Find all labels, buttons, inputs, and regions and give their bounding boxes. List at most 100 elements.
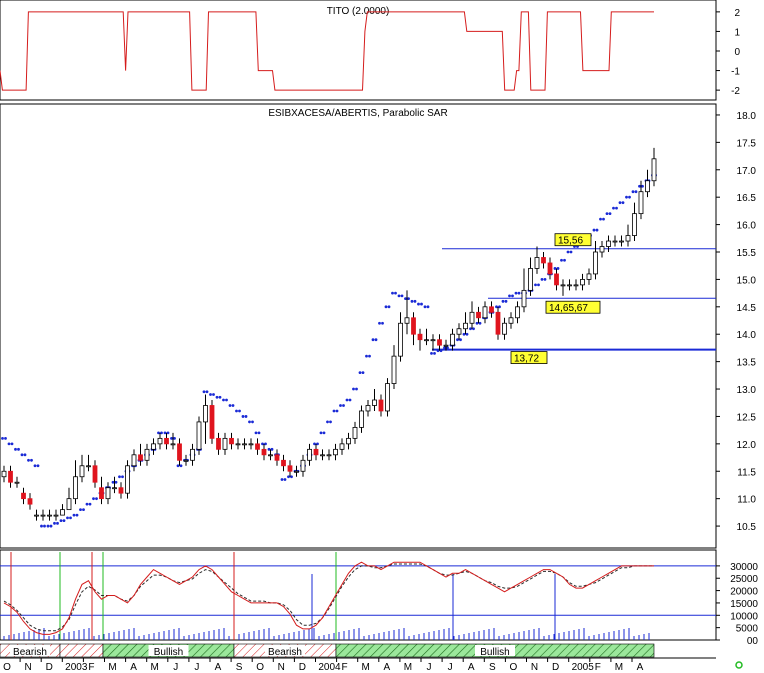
candle-body (476, 311, 481, 319)
candle-body (99, 487, 104, 500)
candle-body (567, 284, 572, 287)
sar-dot (212, 393, 215, 396)
candle-body (287, 465, 293, 472)
sar-dot (426, 305, 430, 309)
candle-body (203, 405, 208, 423)
tito-axis: 2 1 0 -1 -2 (716, 8, 740, 97)
month-label: M (404, 662, 412, 673)
tito-tick-label: -2 (731, 86, 740, 97)
candle-body (14, 481, 20, 484)
candle-body (268, 454, 273, 457)
sar-dot (514, 291, 518, 295)
sar-dot (283, 478, 287, 481)
sar-dot (287, 475, 290, 479)
candle-body (138, 454, 143, 461)
candle-body (456, 328, 462, 335)
month-label: A (468, 662, 475, 673)
sar-dot (316, 442, 319, 446)
month-label: S (236, 662, 243, 673)
sar-dot (365, 354, 368, 358)
candlestick-series (1, 147, 657, 521)
candle-body (625, 235, 631, 242)
sar-dot (605, 212, 609, 216)
stoch-tick-label: 25000 (730, 574, 758, 585)
sar-dot (14, 447, 17, 451)
candle-body (593, 251, 598, 275)
month-label: 2003 (65, 662, 88, 673)
candle-body (229, 437, 234, 445)
candle-body (274, 454, 280, 461)
trend-band-label: Bearish (268, 647, 302, 658)
candle-body (521, 289, 527, 308)
sar-dot (534, 283, 537, 287)
sar-dot (345, 398, 349, 402)
sar-dot (612, 206, 615, 210)
trend-band-label-bg (10, 645, 50, 656)
candle-body (346, 437, 351, 445)
candle-body (372, 399, 377, 406)
sar-dot (160, 431, 163, 435)
sar-dot (319, 431, 323, 435)
sar-dot (313, 442, 316, 446)
sar-dot (30, 458, 33, 462)
candle-body (365, 405, 371, 412)
price-tick-label: 10.5 (737, 522, 757, 533)
sar-dot (391, 291, 394, 295)
level-label: 15,56 (558, 236, 583, 247)
sar-dot (329, 420, 332, 424)
candle-body (294, 470, 299, 473)
sar-dot (423, 305, 427, 309)
sar-dot (173, 436, 176, 440)
sar-dot (478, 321, 482, 325)
price-axis: 18.0 17.5 17.0 16.5 16.0 15.5 15.0 14.5 14.0 13.5… (716, 111, 756, 533)
candle-body (528, 268, 533, 291)
sar-dot (118, 475, 121, 479)
candle-body (307, 448, 312, 461)
sar-dot (228, 404, 232, 407)
level-label: 14,65,67 (549, 303, 588, 314)
candle-body (599, 246, 605, 253)
candle-body (320, 454, 325, 457)
price-tick-label: 17.0 (737, 166, 757, 177)
trend-band-label: Bearish (13, 647, 47, 658)
candle-body (190, 448, 195, 461)
sar-dot (10, 442, 14, 446)
sar-dot (634, 190, 638, 194)
candle-body (638, 191, 644, 215)
candle-body (541, 257, 546, 264)
month-label: 2004 (318, 662, 341, 673)
sar-dot (157, 431, 160, 435)
level-label-box (554, 233, 592, 247)
trend-band-label-bg (475, 645, 515, 656)
candle-body (73, 476, 78, 500)
month-label: J (173, 662, 178, 673)
candle-body (391, 355, 397, 384)
price-tick-label: 16.5 (737, 193, 757, 204)
sar-dot (270, 447, 274, 451)
sar-dot (371, 338, 375, 342)
candle-body (411, 317, 416, 335)
sar-dot (595, 228, 599, 232)
candle-body (606, 240, 611, 247)
candle-body (183, 459, 189, 462)
price-tick-label: 11.5 (737, 467, 756, 478)
sar-dot (254, 431, 258, 435)
candle-body (417, 333, 423, 341)
sar-dot (176, 464, 180, 468)
sar-dot (400, 294, 404, 298)
price-tick-label: 15.0 (737, 275, 757, 286)
sar-dot (111, 480, 115, 484)
month-label: M (615, 662, 623, 673)
month-label: F (342, 662, 348, 673)
sar-dot (511, 294, 514, 298)
candle-body (612, 240, 618, 243)
candle-body (53, 514, 59, 517)
sar-dot (53, 521, 56, 525)
candle-body (313, 448, 319, 456)
candle-body (157, 437, 163, 445)
sar-dot (387, 305, 391, 309)
sar-dot (566, 250, 570, 254)
sar-dot (631, 190, 635, 194)
candle-body (398, 322, 403, 357)
